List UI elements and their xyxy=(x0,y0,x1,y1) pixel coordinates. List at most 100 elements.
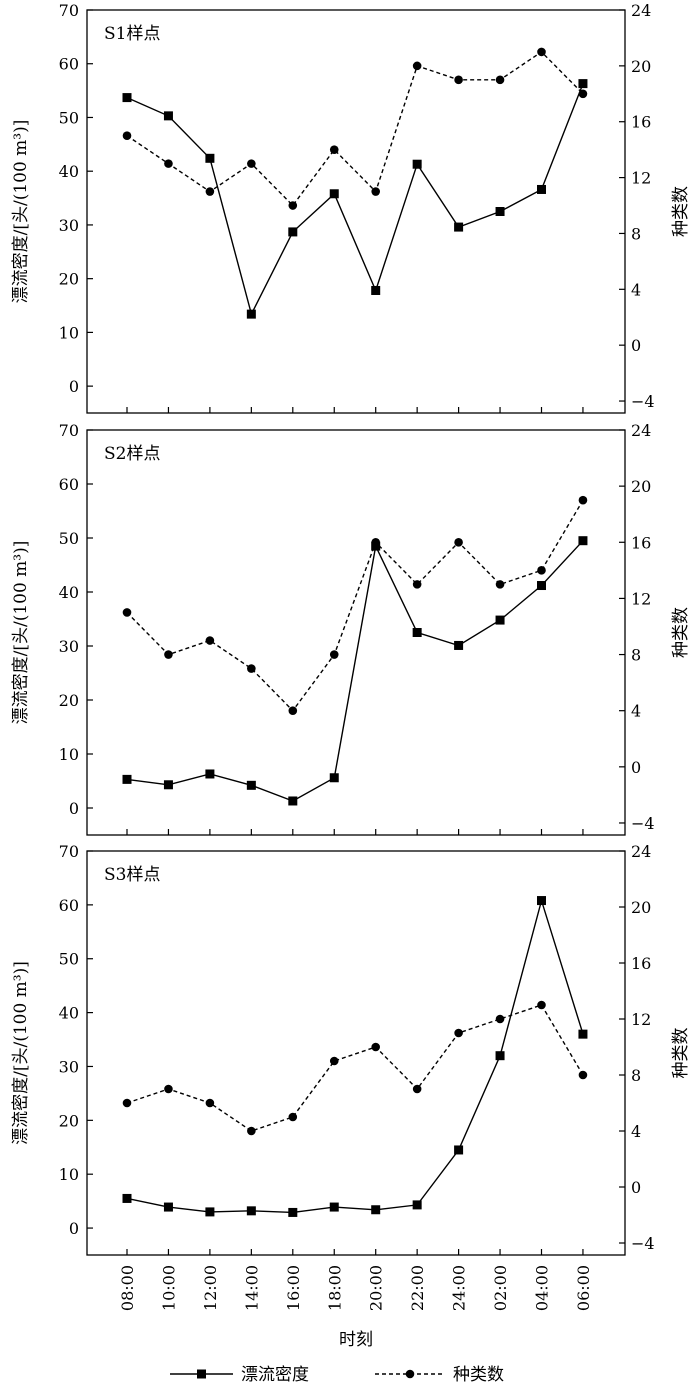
density-point xyxy=(578,536,588,546)
left-axis-title: 漂流密度/[头/(100 m³)] xyxy=(11,541,31,725)
species-point xyxy=(371,1042,381,1052)
right-axis-tick-label: 20 xyxy=(631,898,651,917)
plot-frame xyxy=(86,9,626,414)
species-point xyxy=(205,636,215,645)
species-point xyxy=(122,608,132,617)
left-axis-title: 漂流密度/[头/(100 m³)] xyxy=(11,961,31,1145)
left-axis-tick-label: 70 xyxy=(59,1,79,20)
right-axis-tick-label: 12 xyxy=(631,169,651,188)
density-point xyxy=(246,309,256,319)
density-point xyxy=(537,184,546,194)
density-line xyxy=(126,83,584,317)
density-point xyxy=(205,153,215,163)
left-axis-tick-label: 20 xyxy=(59,1111,79,1130)
species-point xyxy=(495,580,505,589)
density-point xyxy=(163,780,173,790)
right-axis-tick-label: 12 xyxy=(631,1010,651,1029)
species-point xyxy=(371,187,381,196)
right-axis-tick-label: −4 xyxy=(631,1234,655,1253)
species-point xyxy=(329,1056,339,1066)
species-line xyxy=(126,499,584,712)
density-point xyxy=(163,1202,173,1212)
species-point xyxy=(412,580,422,589)
panel-label: S3样点 xyxy=(104,865,160,885)
density-point xyxy=(412,159,422,169)
left-axis-tick-label: 70 xyxy=(59,421,79,440)
density-point xyxy=(205,769,215,779)
right-axis-tick-label: 12 xyxy=(631,589,651,608)
species-point xyxy=(578,495,588,505)
species-point xyxy=(329,650,339,659)
left-axis-tick-label: 10 xyxy=(59,745,79,764)
left-axis-tick-label: 0 xyxy=(69,1219,79,1238)
species-point xyxy=(537,566,546,575)
right-axis-tick-label: 16 xyxy=(631,533,651,552)
density-point xyxy=(246,1206,256,1216)
left-axis-tick-label: 60 xyxy=(59,896,79,915)
left-axis-tick-label: 40 xyxy=(59,162,79,181)
species-point xyxy=(578,1070,588,1080)
species-point xyxy=(412,1084,422,1094)
species-point xyxy=(247,664,256,673)
density-point xyxy=(412,1200,422,1210)
x-axis-title: 时刻 xyxy=(339,1330,373,1350)
left-axis-tick-label: 60 xyxy=(59,55,79,74)
left-axis-tick-label: 60 xyxy=(59,475,79,494)
species-point xyxy=(205,187,215,196)
x-axis-tick-label: 04:00 xyxy=(533,1265,552,1311)
right-axis-title: 种类数 xyxy=(671,1028,691,1079)
left-axis-title: 漂流密度/[头/(100 m³)] xyxy=(11,120,31,304)
x-axis-tick-label: 02:00 xyxy=(491,1265,510,1311)
density-line xyxy=(126,540,584,802)
right-axis-tick-label: 0 xyxy=(631,1178,641,1197)
species-point xyxy=(247,159,256,168)
density-point xyxy=(454,1145,464,1155)
species-point xyxy=(578,89,588,99)
right-axis-tick-label: −4 xyxy=(631,814,655,833)
right-axis-tick-label: 8 xyxy=(631,1066,641,1085)
left-axis-tick-label: 0 xyxy=(69,799,79,818)
x-axis-tick-label: 20:00 xyxy=(367,1265,386,1311)
density-point xyxy=(329,773,339,783)
left-axis-tick-label: 0 xyxy=(69,377,79,396)
legend-species-marker xyxy=(405,1369,415,1379)
density-point xyxy=(205,1207,215,1217)
species-point xyxy=(537,47,546,57)
left-axis-tick-label: 20 xyxy=(59,691,79,710)
density-point xyxy=(537,896,546,906)
density-point xyxy=(329,189,339,199)
legend-density-label: 漂流密度 xyxy=(241,1365,309,1385)
left-axis-tick-label: 10 xyxy=(59,323,79,342)
density-point xyxy=(454,640,464,650)
density-line xyxy=(126,898,584,1214)
right-axis-tick-label: 20 xyxy=(631,477,651,496)
legend-species-label: 种类数 xyxy=(453,1365,504,1385)
left-axis-tick-label: 30 xyxy=(59,637,79,656)
x-axis-tick-label: 22:00 xyxy=(408,1265,427,1311)
density-point xyxy=(329,1202,339,1212)
plot-frame xyxy=(86,429,626,836)
density-point xyxy=(371,285,381,295)
right-axis-tick-label: 24 xyxy=(631,1,651,20)
density-point xyxy=(122,774,132,784)
species-point xyxy=(454,1028,463,1038)
x-axis-tick-label: 08:00 xyxy=(118,1265,137,1311)
species-point xyxy=(371,537,381,547)
density-point xyxy=(288,1207,298,1217)
species-line xyxy=(126,1004,584,1132)
density-point xyxy=(578,1029,588,1039)
plot-frame xyxy=(86,850,626,1256)
species-point xyxy=(205,1098,215,1108)
right-axis-tick-label: 24 xyxy=(631,842,651,861)
density-point xyxy=(122,93,132,103)
density-point xyxy=(412,628,422,637)
left-axis-tick-label: 40 xyxy=(59,583,79,602)
species-point xyxy=(329,145,339,154)
x-axis-tick-label: 12:00 xyxy=(201,1265,220,1311)
density-point xyxy=(495,207,505,216)
x-axis-tick-label: 06:00 xyxy=(574,1265,593,1311)
right-axis-tick-label: 24 xyxy=(631,421,651,440)
species-point xyxy=(164,1084,173,1094)
density-point xyxy=(163,111,173,121)
